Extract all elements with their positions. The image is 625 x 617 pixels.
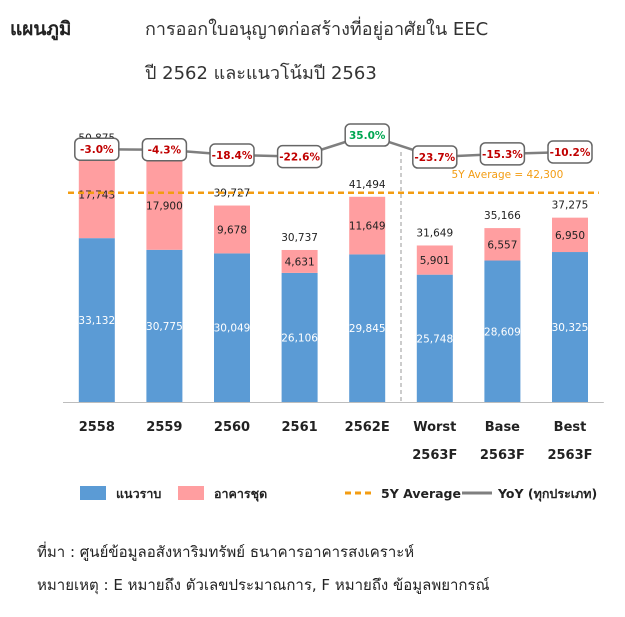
bar-condo-2 <box>214 205 250 254</box>
yoy-box-3 <box>276 144 323 169</box>
bar-horizontal-5 <box>416 274 453 402</box>
yoy-label-0: -3.0% <box>80 144 114 156</box>
yoy-box-1 <box>141 137 188 162</box>
category-label-2-0: 2560 <box>214 420 250 435</box>
yoy-box-6 <box>479 142 526 166</box>
legend-swatch-1 <box>178 486 204 500</box>
total-label-7: 37,275 <box>552 200 589 212</box>
bar-horizontal-7 <box>552 252 588 402</box>
chart-label: แผนภูมิ <box>10 18 72 40</box>
yoy-label-2: -18.4% <box>212 150 253 162</box>
category-label-6-1: 2563F <box>480 448 525 463</box>
category-label-5-1: 2563F <box>412 448 457 463</box>
legend-swatch-0 <box>80 486 106 500</box>
yoy-label-7: -10.2% <box>550 147 591 159</box>
yoy-box-0 <box>74 137 120 161</box>
category-label-5-0: Worst <box>413 420 456 435</box>
legend-label-1: อาคารชุด <box>214 486 267 502</box>
bar-condo-5 <box>416 245 453 275</box>
chart-title-line2: ปี 2562 และแนวโน้มปี 2563 <box>145 63 377 84</box>
category-label-0-0: 2558 <box>79 420 115 435</box>
value-label-horizontal-1: 30,775 <box>146 321 183 333</box>
bar-condo-6 <box>484 228 521 261</box>
footer-source: ที่มา : ศูนย์ข้อมูลอสังหาริมทรัพย์ ธนาคา… <box>37 543 415 561</box>
bar-horizontal-4 <box>349 254 386 402</box>
bar-condo-1 <box>146 161 183 250</box>
category-label-4-0: 2562E <box>345 420 390 435</box>
category-label-1-0: 2559 <box>146 420 182 435</box>
value-label-condo-3: 4,631 <box>285 256 315 268</box>
bar-horizontal-2 <box>214 253 250 402</box>
value-label-condo-2: 9,678 <box>217 224 247 236</box>
category-label-3-0: 2561 <box>282 420 318 435</box>
value-label-condo-5: 5,901 <box>420 255 450 267</box>
legend-label-3: YoY (ทุกประเภท) <box>497 486 597 502</box>
average-label: 5Y Average = 42,300 <box>452 169 564 181</box>
legend-label-2: 5Y Average <box>381 486 461 501</box>
category-label-6-0: Base <box>485 420 520 435</box>
category-label-7-1: 2563F <box>547 448 592 463</box>
footer-note: หมายเหตุ : E หมายถึง ตัวเลขประมาณการ, F … <box>37 576 490 594</box>
total-label-3: 30,737 <box>281 232 318 244</box>
yoy-label-3: -22.6% <box>279 152 320 164</box>
yoy-box-7 <box>547 140 593 164</box>
yoy-label-6: -15.3% <box>482 149 523 161</box>
value-label-horizontal-3: 26,106 <box>281 332 318 344</box>
value-label-condo-1: 17,900 <box>146 201 183 213</box>
yoy-label-4: 35.0% <box>349 130 386 142</box>
value-label-condo-7: 6,950 <box>555 230 585 242</box>
bar-horizontal-3 <box>281 272 318 402</box>
value-label-horizontal-0: 33,132 <box>78 315 115 327</box>
bar-horizontal-1 <box>146 249 183 402</box>
stacked-bar-chart: 33,13217,74350,87530,77517,90048,67530,0… <box>63 123 604 502</box>
bar-horizontal-6 <box>484 260 521 402</box>
value-label-horizontal-6: 28,609 <box>484 326 521 338</box>
yoy-label-5: -23.7% <box>414 152 455 164</box>
chart-title-line1: การออกใบอนุญาตก่อสร้างที่อยู่อาศัยใน EEC <box>145 19 489 40</box>
bar-horizontal-0 <box>78 238 115 402</box>
bar-condo-3 <box>281 249 318 273</box>
total-label-5: 31,649 <box>416 227 453 239</box>
value-label-horizontal-5: 25,748 <box>416 333 453 345</box>
category-label-7-0: Best <box>554 420 587 435</box>
value-label-condo-6: 6,557 <box>487 239 517 251</box>
legend-label-0: แนวราบ <box>116 486 161 501</box>
yoy-box-2 <box>209 143 255 167</box>
bar-condo-7 <box>552 217 588 253</box>
value-label-horizontal-4: 29,845 <box>349 323 386 335</box>
bar-condo-4 <box>349 196 386 255</box>
value-label-condo-4: 11,649 <box>349 221 386 233</box>
value-label-condo-0: 17,743 <box>78 189 115 201</box>
value-label-horizontal-7: 30,325 <box>552 322 589 334</box>
bar-condo-0 <box>78 150 115 239</box>
yoy-box-5 <box>412 145 458 169</box>
yoy-label-1: -4.3% <box>148 145 182 157</box>
yoy-box-4 <box>344 123 390 147</box>
total-label-4: 41,494 <box>349 179 386 191</box>
value-label-horizontal-2: 30,049 <box>214 323 251 335</box>
total-label-6: 35,166 <box>484 210 521 222</box>
